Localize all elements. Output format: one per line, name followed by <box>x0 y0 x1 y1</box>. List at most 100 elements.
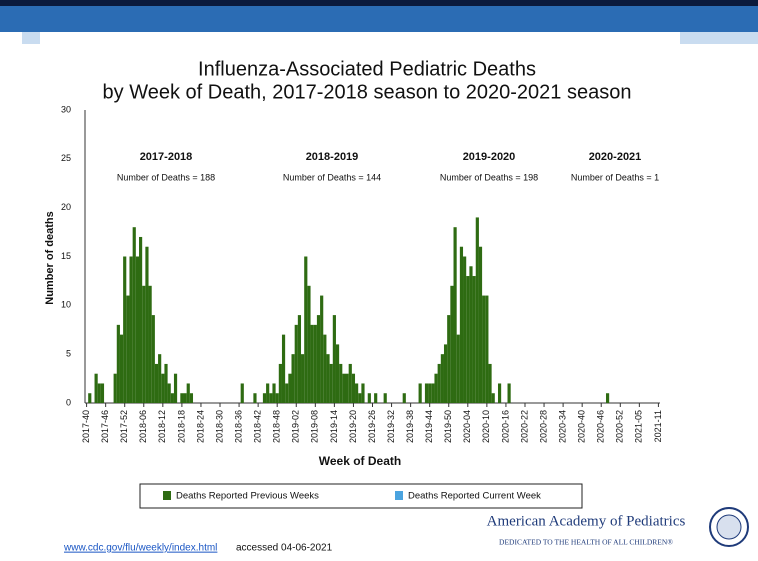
bar <box>253 393 257 403</box>
accessed-note: accessed 04-06-2021 <box>236 543 333 554</box>
bar <box>345 373 349 403</box>
x-tick-label: 2019-50 <box>443 410 453 443</box>
bar <box>469 266 473 403</box>
bar <box>269 393 273 403</box>
y-axis-label: Number of deaths <box>44 211 56 305</box>
bar <box>482 295 486 403</box>
season-label: 2019-2020 <box>463 151 516 163</box>
x-tick-label: 2020-04 <box>462 410 472 443</box>
bar <box>189 393 194 403</box>
title: Influenza-Associated Pediatric Deaths <box>198 58 536 80</box>
bar <box>281 334 286 403</box>
bar <box>294 324 298 403</box>
x-tick-label: 2020-10 <box>481 410 491 443</box>
bar <box>453 227 457 403</box>
bar <box>164 363 168 403</box>
x-tick-label: 2017-52 <box>119 410 129 443</box>
bar <box>310 324 314 403</box>
title: by Week of Death, 2017-2018 season to 20… <box>103 81 632 103</box>
bar <box>88 393 92 403</box>
bar <box>304 256 308 403</box>
bar <box>94 373 98 403</box>
bar <box>507 383 511 403</box>
x-tick-label: 2018-12 <box>157 410 167 443</box>
bar <box>285 383 289 403</box>
bar <box>272 383 276 403</box>
legend-label: Deaths Reported Current Week <box>408 491 541 502</box>
season-count: Number of Deaths = 198 <box>440 172 538 182</box>
bar <box>342 373 346 403</box>
bar <box>180 393 184 403</box>
bar <box>361 383 365 403</box>
bar <box>316 315 321 403</box>
bar <box>323 334 327 403</box>
header-band <box>0 6 758 32</box>
bar <box>466 276 470 403</box>
bar <box>173 373 178 403</box>
x-tick-label: 2018-18 <box>176 410 186 443</box>
x-tick-label: 2020-34 <box>557 410 567 443</box>
legend-box <box>139 483 583 509</box>
bar <box>129 256 133 403</box>
bar <box>475 217 479 403</box>
season-count: Number of Deaths = 188 <box>117 172 215 182</box>
bar <box>497 383 502 403</box>
bar <box>440 354 444 403</box>
bar <box>301 354 305 403</box>
bar <box>145 246 149 403</box>
x-tick-label: 2018-36 <box>233 410 243 443</box>
x-tick-label: 2019-38 <box>405 410 415 443</box>
season-label: 2020-2021 <box>589 151 642 163</box>
bar <box>123 256 127 403</box>
bar <box>367 393 371 403</box>
bar <box>443 344 448 403</box>
bar <box>424 383 429 403</box>
bar <box>434 373 438 403</box>
bar <box>183 393 187 403</box>
top-bar <box>0 0 758 6</box>
x-tick-label: 2019-26 <box>367 410 377 443</box>
bar <box>142 285 146 403</box>
bar <box>459 246 464 403</box>
x-tick-label: 2019-32 <box>386 410 396 443</box>
bar <box>605 393 610 403</box>
x-tick-label: 2018-42 <box>253 410 263 443</box>
logo-tagline: DEDICATED TO THE HEALTH OF ALL CHILDREN® <box>499 538 673 547</box>
bar <box>402 393 406 403</box>
bar <box>170 393 174 403</box>
bar <box>266 383 270 403</box>
bar <box>348 363 352 403</box>
bar <box>313 324 317 403</box>
x-tick-label: 2020-22 <box>519 410 529 443</box>
bar <box>288 373 292 403</box>
x-tick-label: 2018-30 <box>214 410 224 443</box>
bar <box>148 285 152 403</box>
link[interactable]: www.cdc.gov/flu/weekly/index.html <box>63 543 217 554</box>
bar <box>491 393 495 403</box>
bar <box>418 383 422 403</box>
logo-seal <box>716 514 742 540</box>
y-tick-label: 10 <box>61 300 71 310</box>
bar <box>351 373 356 403</box>
bar <box>447 315 451 403</box>
y-tick-label: 30 <box>61 104 71 114</box>
x-tick-label: 2017-46 <box>100 410 110 443</box>
bar <box>167 383 171 403</box>
bar <box>119 334 124 403</box>
accent <box>680 32 758 44</box>
season-label: 2018-2019 <box>306 151 359 163</box>
bar <box>297 315 302 403</box>
bar <box>478 246 483 403</box>
x-tick-label: 2019-14 <box>329 410 339 443</box>
bar <box>456 334 460 403</box>
y-tick-label: 0 <box>66 397 71 407</box>
bar <box>240 383 244 403</box>
bar <box>275 393 279 403</box>
legend-label: Deaths Reported Previous Weeks <box>176 491 319 502</box>
bar <box>278 363 282 403</box>
bar <box>97 383 101 403</box>
logo-name: American Academy of Pediatrics <box>487 513 686 529</box>
bar <box>358 393 362 403</box>
bar <box>335 344 340 403</box>
